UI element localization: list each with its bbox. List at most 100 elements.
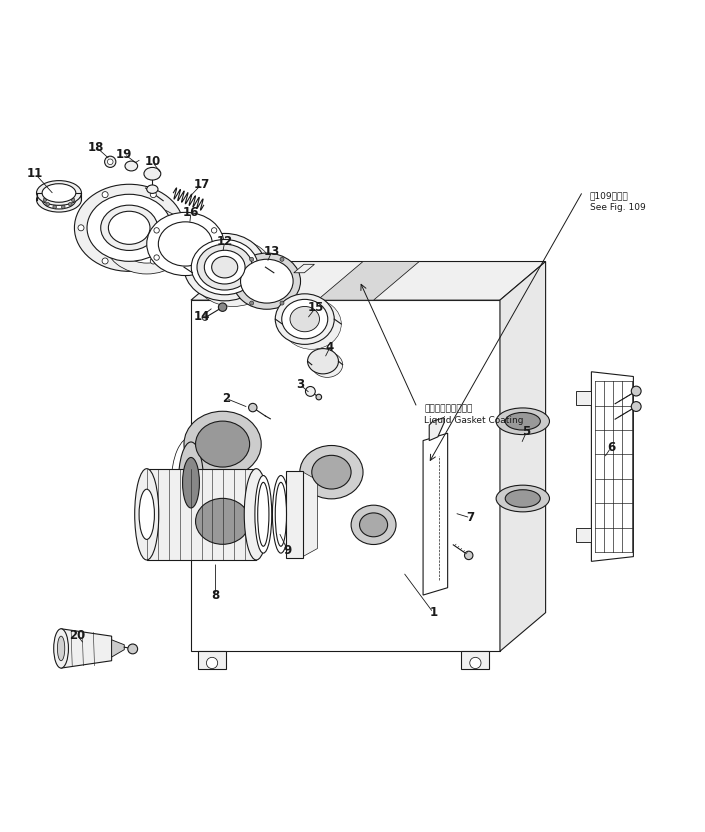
Ellipse shape	[171, 437, 211, 528]
Ellipse shape	[282, 299, 341, 349]
Ellipse shape	[178, 442, 204, 523]
Text: 16: 16	[183, 206, 200, 219]
Circle shape	[212, 228, 217, 233]
Text: 7: 7	[467, 512, 474, 524]
Ellipse shape	[255, 476, 271, 553]
Ellipse shape	[37, 187, 82, 212]
Circle shape	[280, 301, 284, 305]
Ellipse shape	[282, 300, 328, 339]
Polygon shape	[317, 261, 419, 300]
Polygon shape	[294, 265, 314, 273]
Ellipse shape	[275, 294, 334, 344]
Circle shape	[631, 402, 641, 412]
Circle shape	[631, 386, 641, 396]
Ellipse shape	[144, 167, 161, 180]
Polygon shape	[111, 640, 124, 657]
Circle shape	[150, 258, 157, 264]
Circle shape	[219, 303, 227, 311]
Ellipse shape	[101, 206, 158, 250]
Circle shape	[104, 156, 116, 167]
Circle shape	[53, 206, 56, 209]
Ellipse shape	[57, 636, 65, 661]
Circle shape	[316, 394, 321, 400]
Ellipse shape	[147, 185, 158, 193]
Text: 5: 5	[522, 425, 531, 438]
Circle shape	[78, 225, 84, 230]
Text: 13: 13	[264, 245, 280, 258]
Text: 12: 12	[216, 235, 233, 248]
Circle shape	[212, 255, 217, 260]
Polygon shape	[191, 300, 500, 651]
Ellipse shape	[360, 513, 388, 537]
Polygon shape	[423, 433, 448, 595]
Circle shape	[154, 255, 159, 260]
Ellipse shape	[496, 485, 549, 512]
Circle shape	[107, 159, 113, 165]
Polygon shape	[429, 418, 444, 441]
Ellipse shape	[197, 245, 252, 290]
Ellipse shape	[104, 207, 189, 274]
Text: 19: 19	[116, 147, 133, 161]
Ellipse shape	[244, 468, 269, 560]
Circle shape	[465, 551, 473, 560]
Text: 17: 17	[193, 178, 209, 191]
Ellipse shape	[87, 195, 171, 261]
Polygon shape	[500, 261, 546, 651]
Ellipse shape	[159, 222, 212, 266]
Text: 第109図参照
See Fig. 109: 第109図参照 See Fig. 109	[590, 191, 646, 212]
Ellipse shape	[290, 306, 319, 332]
Text: 11: 11	[27, 167, 43, 181]
Circle shape	[207, 657, 218, 669]
Ellipse shape	[75, 184, 184, 271]
Ellipse shape	[312, 455, 351, 489]
Ellipse shape	[195, 498, 250, 544]
Circle shape	[250, 301, 254, 305]
Ellipse shape	[233, 253, 300, 310]
Polygon shape	[461, 651, 489, 669]
Text: 18: 18	[88, 141, 104, 154]
Polygon shape	[198, 651, 226, 669]
Circle shape	[71, 198, 75, 201]
Ellipse shape	[135, 468, 159, 560]
Ellipse shape	[139, 489, 154, 539]
Ellipse shape	[184, 234, 265, 301]
Ellipse shape	[275, 483, 286, 547]
Circle shape	[202, 314, 208, 320]
Ellipse shape	[191, 240, 258, 295]
Ellipse shape	[496, 408, 549, 434]
Ellipse shape	[272, 476, 289, 553]
Polygon shape	[576, 527, 591, 542]
Text: 2: 2	[222, 392, 230, 405]
Ellipse shape	[125, 161, 137, 171]
Circle shape	[280, 257, 284, 261]
Polygon shape	[303, 473, 317, 557]
Ellipse shape	[118, 218, 176, 263]
Ellipse shape	[147, 212, 224, 275]
Ellipse shape	[351, 505, 396, 544]
Text: 液状ガスケット塗布
Liquid Gasket Coating: 液状ガスケット塗布 Liquid Gasket Coating	[424, 404, 524, 424]
Ellipse shape	[312, 352, 343, 378]
Text: 9: 9	[284, 544, 292, 557]
Circle shape	[174, 225, 180, 230]
Ellipse shape	[183, 458, 200, 508]
Ellipse shape	[195, 421, 250, 467]
Ellipse shape	[42, 184, 76, 202]
Ellipse shape	[37, 181, 82, 206]
Circle shape	[250, 257, 254, 261]
Text: 14: 14	[193, 310, 209, 323]
Circle shape	[43, 198, 47, 201]
Ellipse shape	[212, 256, 238, 278]
Ellipse shape	[505, 413, 540, 430]
Text: 1: 1	[429, 607, 437, 619]
Text: 4: 4	[326, 340, 334, 354]
Text: 8: 8	[212, 588, 220, 602]
Circle shape	[102, 191, 108, 198]
Ellipse shape	[42, 191, 76, 209]
Text: 15: 15	[308, 300, 324, 314]
Ellipse shape	[307, 349, 338, 374]
Polygon shape	[591, 372, 633, 562]
Circle shape	[68, 193, 72, 197]
Ellipse shape	[505, 490, 540, 508]
Circle shape	[68, 202, 72, 206]
Ellipse shape	[192, 239, 274, 306]
